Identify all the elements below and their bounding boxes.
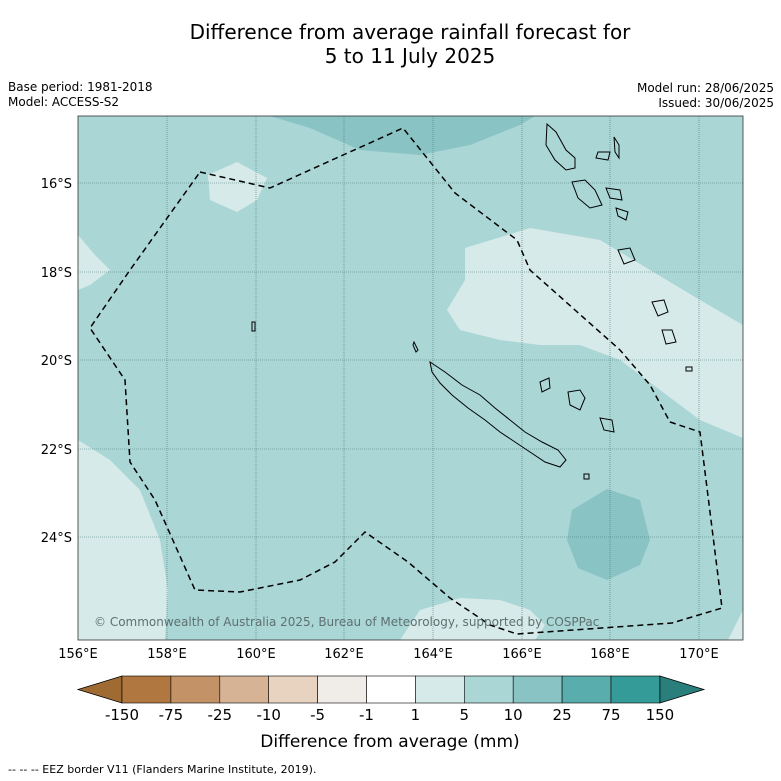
model-info: Base period: 1981-2018 Model: ACCESS-S2 [8, 80, 153, 110]
eez-border [89, 127, 723, 635]
erromango-coastline [651, 299, 669, 317]
colorbar-tick-label: 10 [504, 706, 523, 724]
field-background [78, 116, 743, 640]
lon-label: 170°E [679, 647, 719, 662]
forecast-map: © Commonwealth of Australia 2025, Bureau… [41, 115, 744, 752]
vanuatu-island-coastline [613, 136, 620, 160]
lon-label: 160°E [236, 647, 276, 662]
colorbar-tick-label: -10 [256, 706, 281, 724]
colorbar-swatch [463, 675, 514, 704]
lat-label: 22°S [41, 443, 72, 458]
colorbar-tick-label: -75 [159, 706, 184, 724]
model-text: Model: ACCESS-S2 [8, 95, 120, 109]
mare-coastline [567, 389, 586, 411]
chesterfield-islet-coastline [251, 321, 256, 332]
colorbar-tick-label: 75 [601, 706, 620, 724]
espiritu-santo-coastline [545, 122, 576, 171]
vanuatu-island-coastline [605, 187, 623, 201]
vanuatu-island-coastline [615, 207, 629, 221]
lat-label: 16°S [41, 177, 72, 192]
lon-label: 166°E [502, 647, 542, 662]
tanna-coastline [661, 329, 677, 345]
lon-label: 158°E [147, 647, 187, 662]
title-line-1: Difference from average rainfall forecas… [189, 20, 631, 44]
colorbar-extend-high [659, 675, 706, 704]
colorbar-tick-label: -150 [105, 706, 139, 724]
islet-coastline [412, 340, 419, 353]
colorbar-swatch [121, 675, 172, 704]
colorbar-swatch [366, 675, 416, 704]
lon-label: 162°E [324, 647, 364, 662]
lon-label: 164°E [413, 647, 453, 662]
vanuatu-island-coastline [595, 151, 611, 161]
lighter-patch-north [208, 162, 267, 212]
map-frame [77, 115, 744, 641]
colorbar-tick-label: -25 [208, 706, 233, 724]
wetter-region-north [270, 116, 535, 155]
title-line-2: 5 to 11 July 2025 [324, 44, 496, 68]
model-run-text: Model run: 28/06/2025 [636, 81, 774, 95]
lifou-coastline [539, 377, 551, 393]
colorbar-swatch [561, 675, 612, 704]
eez-footnote: -- -- -- EEZ border V11 (Flanders Marine… [8, 763, 317, 776]
lighter-patch-southwest [78, 440, 168, 640]
lon-label: 168°E [590, 647, 630, 662]
issued-text: Issued: 30/06/2025 [658, 96, 774, 110]
colorbar-tick-label: -1 [359, 706, 374, 724]
lighter-patch-west [78, 235, 110, 290]
map-field: © Commonwealth of Australia 2025, Bureau… [78, 116, 743, 640]
graticule [78, 116, 743, 640]
lat-label: 18°S [41, 266, 72, 281]
colorbar-swatch [268, 675, 318, 704]
colorbar-swatch [415, 675, 465, 704]
colorbar-swatch [317, 675, 367, 704]
colorbar-tick-label: 150 [646, 706, 675, 724]
colorbar-extend-low [76, 675, 123, 704]
lighter-patch-southeast [728, 610, 743, 640]
lon-label: 156°E [58, 647, 98, 662]
colorbar-swatch [610, 675, 661, 704]
lighter-patch-east [447, 228, 743, 438]
new-caledonia-coastline [429, 360, 567, 468]
lighter-patch-south [400, 598, 545, 640]
lat-label: 20°S [41, 354, 72, 369]
copyright-notice: © Commonwealth of Australia 2025, Bureau… [94, 615, 599, 629]
lat-label: 24°S [41, 531, 72, 546]
colorbar-tick-label: -5 [310, 706, 325, 724]
colorbar-tick-label: 5 [460, 706, 470, 724]
base-period-text: Base period: 1981-2018 [8, 80, 153, 94]
colorbar-swatch [512, 675, 563, 704]
colorbar-title: Difference from average (mm) [260, 732, 519, 752]
malakula-coastline [571, 179, 603, 209]
aneityum-coastline [685, 366, 693, 372]
loyalty-islet-coastline [599, 417, 615, 433]
efate-coastline [617, 247, 636, 265]
colorbar-swatch [170, 675, 221, 704]
colorbar-tick-label: 25 [553, 706, 572, 724]
colorbar-tick-label: 1 [411, 706, 421, 724]
colorbar-swatch [219, 675, 270, 704]
wetter-region-southeast [567, 489, 650, 580]
islet-coastline [583, 473, 590, 480]
map-title: Difference from average rainfall forecas… [0, 20, 781, 68]
run-info: Model run: 28/06/2025 Issued: 30/06/2025 [637, 81, 774, 111]
colorbar: -150 -75 -25 -10 -5 -1 1 5 10 25 75 150 [76, 675, 706, 724]
